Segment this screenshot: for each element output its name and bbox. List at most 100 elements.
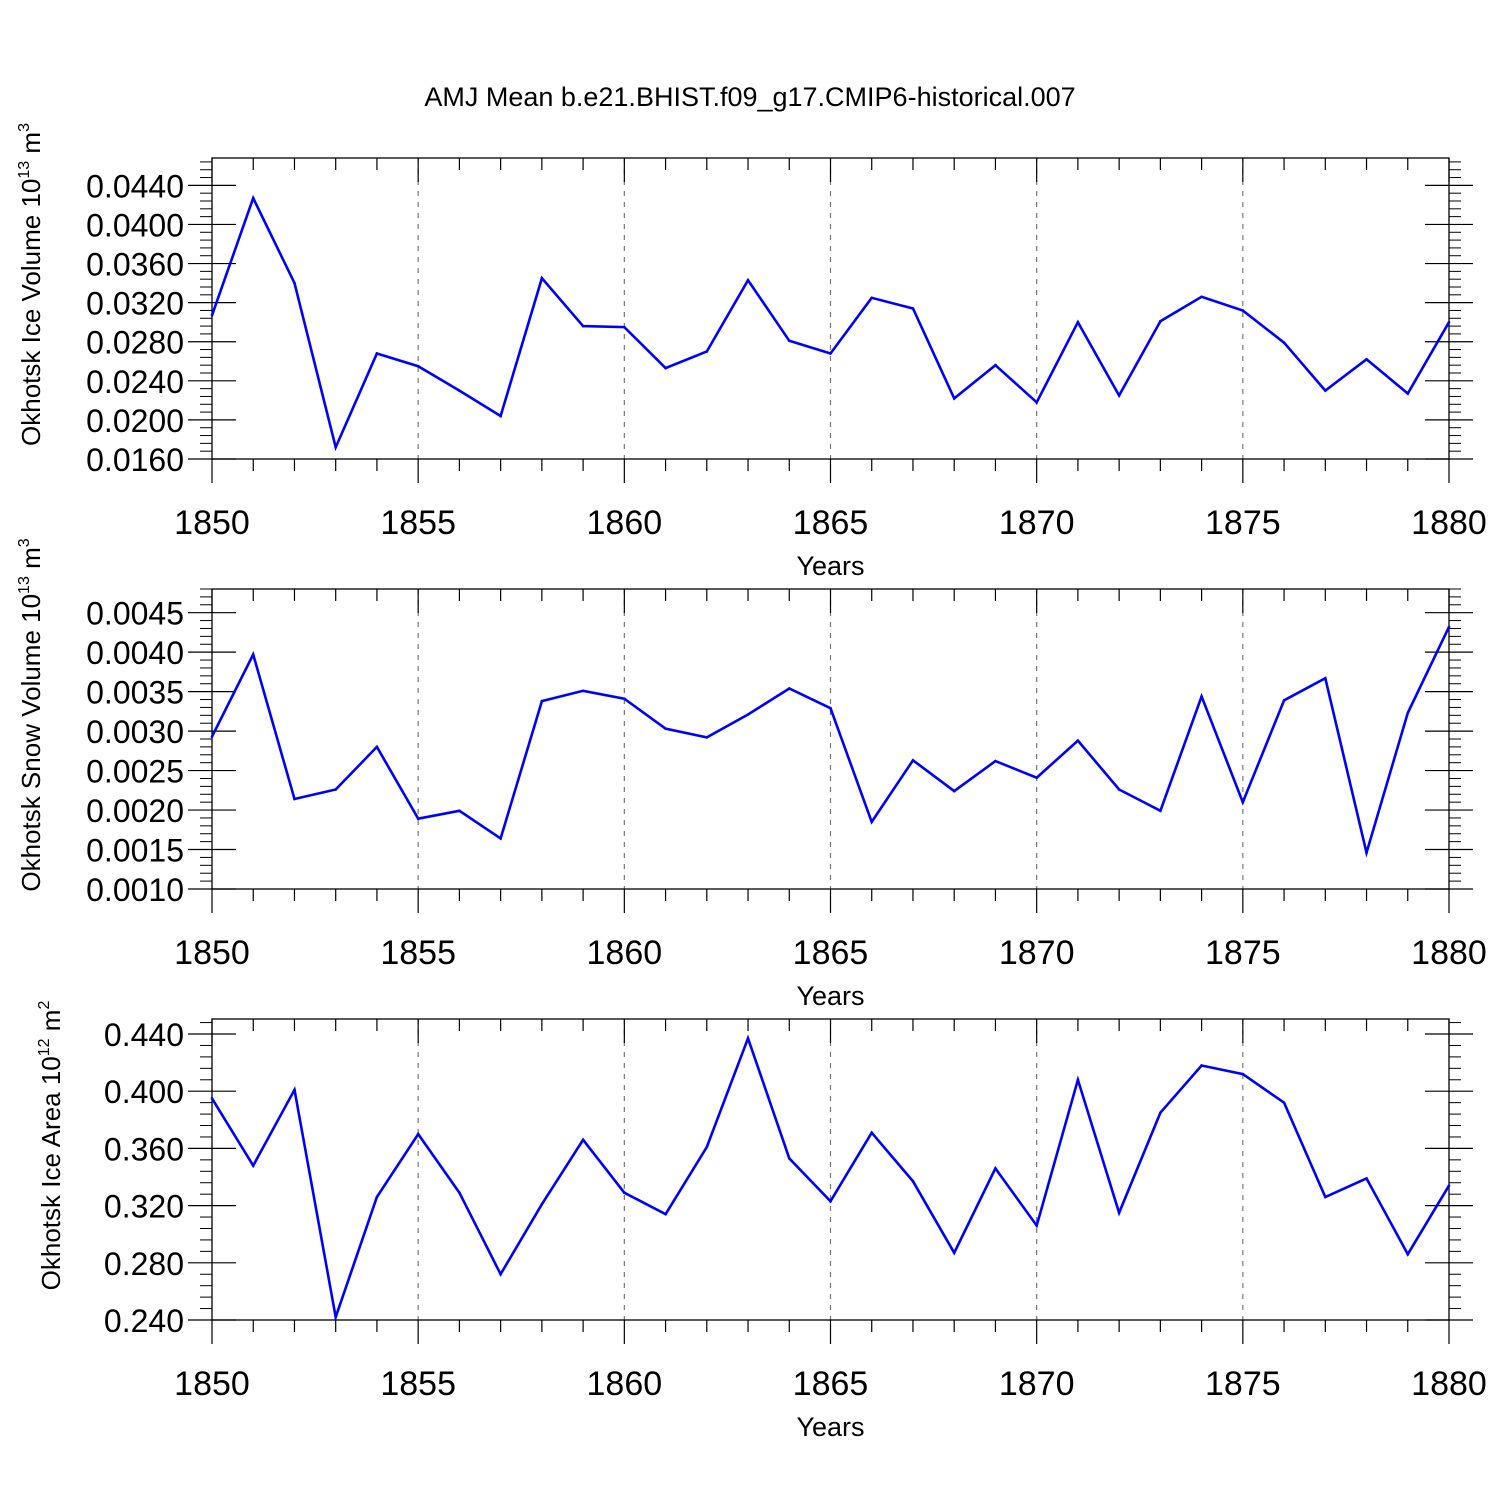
panel-3: 1850 1855 1860 1865 1870 1875 1880 Years 0.240 0.…	[36, 1001, 1487, 1442]
y-tick-label: 0.0200	[86, 403, 184, 439]
data-point	[911, 307, 915, 310]
data-point	[1117, 1211, 1121, 1215]
data-point	[911, 1179, 915, 1183]
data-point	[334, 1315, 338, 1319]
x-tick-label: 1855	[380, 1365, 456, 1403]
panel-1: 1850 1855 1860 1865 1870 1875 1880Years0.01600…	[16, 123, 1487, 581]
data-point	[1365, 1177, 1368, 1180]
data-point	[210, 1097, 214, 1100]
data-point	[664, 727, 667, 731]
y-tick-label: 0.0280	[86, 325, 184, 361]
data-point	[870, 296, 874, 300]
x-tick-label: 1865	[793, 934, 869, 972]
data-point	[994, 759, 997, 763]
data-point	[870, 1131, 874, 1134]
data-point	[623, 1191, 626, 1195]
y-axis-label: Okhotsk Ice Area 1012 m2	[36, 1001, 66, 1291]
data-point	[375, 352, 379, 355]
data-point	[952, 1251, 956, 1255]
data-point	[540, 699, 544, 703]
data-point	[458, 809, 461, 813]
data-point	[829, 1200, 832, 1203]
x-tick-label: 1860	[587, 504, 663, 542]
y-tick-label: 0.360	[104, 1131, 184, 1167]
x-tick-label: 1870	[999, 504, 1075, 542]
data-point	[829, 706, 832, 710]
y-tick-label: 0.0015	[86, 833, 184, 869]
data-point	[746, 278, 750, 282]
y-axis-label: Okhotsk Snow Volume 1013 m3	[16, 538, 46, 891]
y-tick-label: 0.0020	[86, 793, 184, 829]
data-point	[829, 352, 832, 355]
x-tick-label: 1870	[999, 1365, 1075, 1403]
x-tick-label: 1850	[174, 934, 250, 972]
x-tick-label: 1880	[1411, 934, 1487, 972]
data-point	[1241, 309, 1245, 312]
x-tick-label: 1880	[1411, 504, 1487, 542]
x-tick-label: 1855	[380, 934, 456, 972]
x-tick-label: 1850	[174, 504, 250, 542]
data-point	[1200, 295, 1203, 299]
data-point	[251, 653, 255, 656]
data-point	[1324, 389, 1327, 392]
data-point	[210, 735, 214, 738]
data-point	[994, 1167, 997, 1170]
data-point	[1241, 1072, 1245, 1076]
data-point	[1200, 695, 1203, 698]
data-point	[952, 789, 956, 793]
data-point	[416, 817, 420, 821]
x-tick-label: 1875	[1205, 504, 1281, 542]
data-point	[499, 414, 502, 418]
data-point	[1365, 358, 1368, 361]
data-point	[1447, 625, 1451, 629]
x-tick-label: 1875	[1205, 1365, 1281, 1403]
data-point	[458, 389, 461, 392]
data-point	[499, 1272, 502, 1276]
data-point	[1117, 788, 1121, 791]
data-point	[1447, 320, 1451, 324]
data-point	[664, 1212, 667, 1216]
data-point	[416, 364, 420, 368]
y-tick-label: 0.0025	[86, 754, 184, 790]
data-point	[1324, 1195, 1327, 1199]
data-point	[911, 759, 915, 762]
y-tick-label: 0.320	[104, 1189, 184, 1225]
data-point	[870, 820, 874, 824]
data-point	[1159, 1111, 1162, 1114]
data-point	[1324, 676, 1327, 680]
x-axis-label: Years	[796, 551, 864, 581]
x-axis-label: Years	[796, 1412, 864, 1442]
y-tick-label: 0.0035	[86, 675, 184, 711]
data-point	[1076, 320, 1080, 324]
series-line	[210, 626, 1451, 858]
data-point	[1035, 776, 1038, 779]
data-point	[1241, 800, 1245, 804]
y-tick-label: 0.0045	[86, 596, 184, 632]
x-tick-label: 1850	[174, 1365, 250, 1403]
data-point	[1282, 1101, 1286, 1104]
data-point	[787, 687, 791, 690]
data-point	[210, 314, 214, 317]
y-tick-label: 0.240	[104, 1303, 184, 1339]
data-point	[664, 366, 667, 370]
data-point	[1447, 1184, 1451, 1187]
data-point	[746, 1037, 750, 1040]
data-point	[1282, 699, 1286, 702]
data-point	[293, 1088, 296, 1092]
y-tick-label: 0.0030	[86, 714, 184, 750]
y-tick-label: 0.0320	[86, 286, 184, 322]
data-point	[1406, 392, 1410, 395]
data-point	[375, 1195, 379, 1199]
y-tick-label: 0.400	[104, 1074, 184, 1110]
data-point	[787, 1157, 791, 1160]
data-point	[581, 324, 585, 328]
y-tick-label: 0.0400	[86, 207, 184, 243]
y-tick-label: 0.440	[104, 1017, 184, 1053]
y-tick-label: 0.0040	[86, 635, 184, 671]
y-tick-label: 0.0360	[86, 247, 184, 283]
x-tick-label: 1860	[587, 934, 663, 972]
y-tick-label: 0.280	[104, 1246, 184, 1282]
x-tick-label: 1855	[380, 504, 456, 542]
x-tick-label: 1865	[793, 504, 869, 542]
